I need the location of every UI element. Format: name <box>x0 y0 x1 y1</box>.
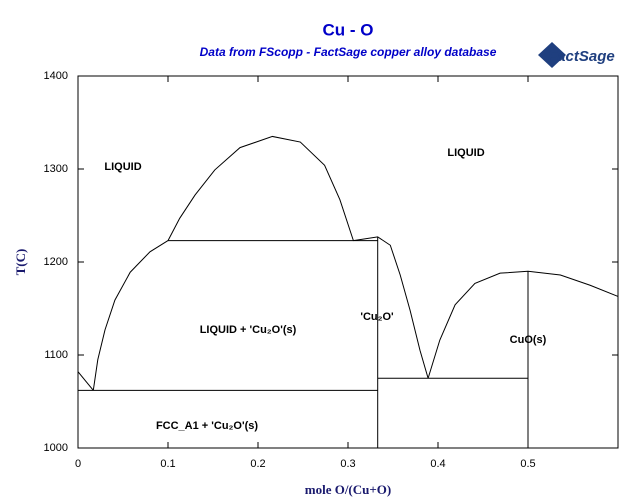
region-label: FCC_A1 + 'Cu₂O'(s) <box>156 420 258 432</box>
region-label: CuO(s) <box>510 334 547 346</box>
phase-boundary <box>427 270 619 379</box>
region-label: LIQUID <box>104 161 141 173</box>
y-tick-label: 1400 <box>44 70 68 82</box>
y-axis-label: T(C) <box>13 249 28 276</box>
phase-boundary <box>353 236 429 379</box>
region-label: 'Cu₂O' <box>360 311 394 323</box>
phase-boundary <box>167 135 354 241</box>
y-tick-label: 1200 <box>44 256 68 268</box>
y-tick-label: 1100 <box>44 349 68 361</box>
phase-boundary <box>92 240 169 391</box>
logo: FactSage <box>538 42 615 68</box>
region-label: LIQUID + 'Cu₂O'(s) <box>200 324 297 336</box>
x-tick-label: 0.4 <box>430 458 445 470</box>
logo-mark <box>538 42 566 68</box>
x-tick-label: 0.1 <box>160 458 175 470</box>
phase-boundary <box>77 371 94 391</box>
logo-text: FactSage <box>548 48 615 65</box>
x-tick-label: 0.5 <box>520 458 535 470</box>
x-tick-label: 0.2 <box>250 458 265 470</box>
chart-subtitle: Data from FScopp - FactSage copper alloy… <box>200 45 497 59</box>
x-tick-label: 0 <box>75 458 81 470</box>
x-tick-label: 0.3 <box>340 458 355 470</box>
chart-title: Cu - O <box>323 20 374 39</box>
region-label: LIQUID <box>447 147 484 159</box>
y-tick-label: 1000 <box>44 442 68 454</box>
plot-frame <box>77 75 619 449</box>
y-tick-label: 1300 <box>44 163 68 175</box>
x-axis-label: mole O/(Cu+O) <box>305 482 391 497</box>
